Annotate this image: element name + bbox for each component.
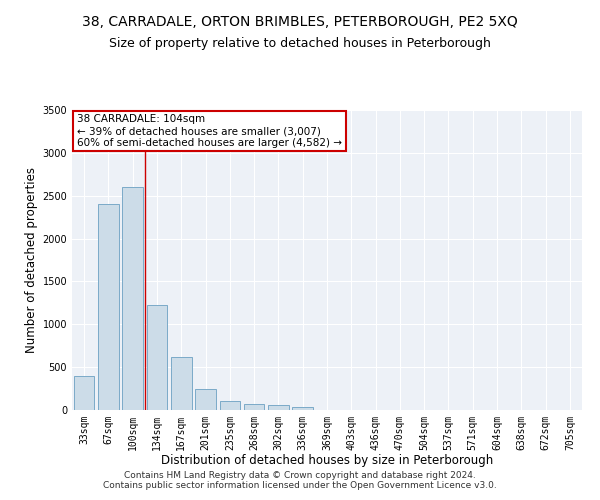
Bar [74, 376, 94, 410]
Bar [292, 406, 313, 410]
Bar [220, 402, 240, 410]
Bar [171, 357, 191, 410]
Text: Contains HM Land Registry data © Crown copyright and database right 2024.
Contai: Contains HM Land Registry data © Crown c… [103, 470, 497, 490]
Text: 38 CARRADALE: 104sqm
← 39% of detached houses are smaller (3,007)
60% of semi-de: 38 CARRADALE: 104sqm ← 39% of detached h… [77, 114, 342, 148]
Bar [268, 406, 289, 410]
Bar [244, 404, 265, 410]
Y-axis label: Number of detached properties: Number of detached properties [25, 167, 38, 353]
Text: 38, CARRADALE, ORTON BRIMBLES, PETERBOROUGH, PE2 5XQ: 38, CARRADALE, ORTON BRIMBLES, PETERBORO… [82, 15, 518, 29]
Bar [146, 304, 167, 410]
Text: Size of property relative to detached houses in Peterborough: Size of property relative to detached ho… [109, 38, 491, 51]
X-axis label: Distribution of detached houses by size in Peterborough: Distribution of detached houses by size … [161, 454, 493, 468]
Bar [195, 390, 216, 410]
Bar [98, 204, 119, 410]
Bar [122, 187, 143, 410]
